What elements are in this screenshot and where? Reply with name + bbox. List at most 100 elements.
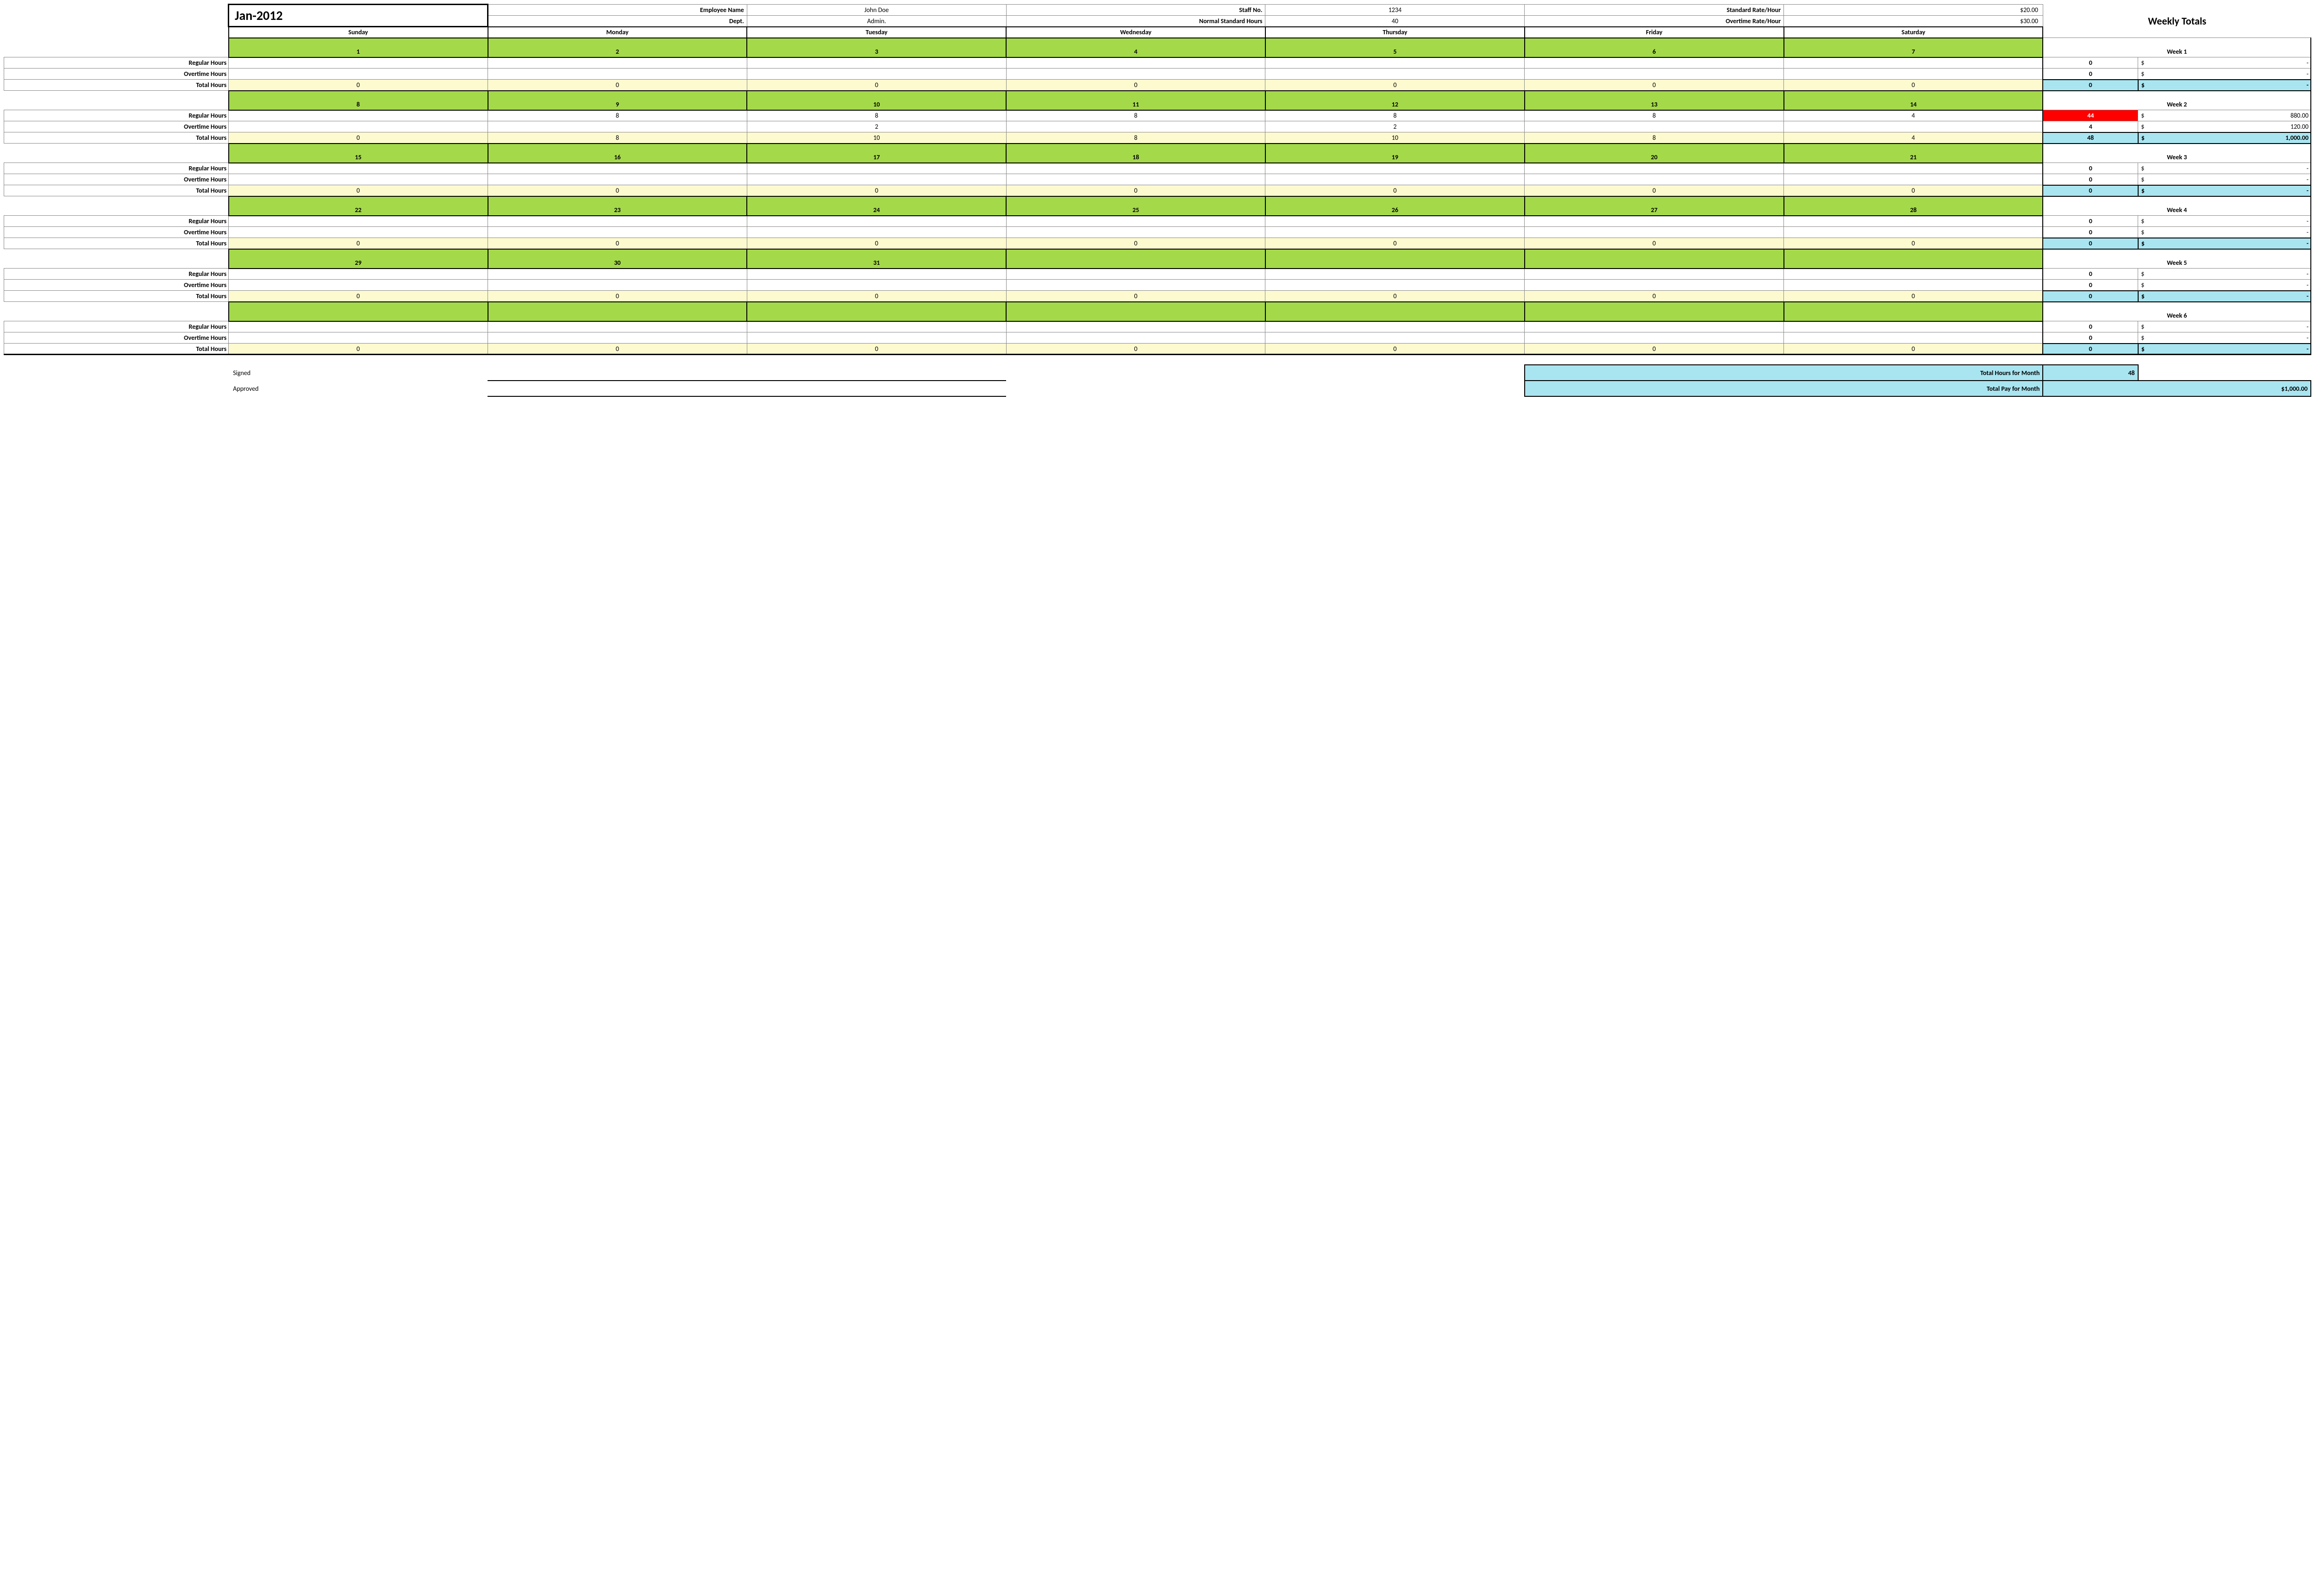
overtime-hours-cell[interactable]	[1265, 174, 1525, 185]
regular-hours-cell[interactable]	[747, 216, 1006, 227]
regular-hours-cell[interactable]	[488, 57, 747, 69]
week-overtime-hours: 0	[2043, 332, 2138, 344]
regular-hours-cell[interactable]	[1265, 321, 1525, 332]
overtime-hours-cell[interactable]	[488, 121, 747, 132]
overtime-hours-cell[interactable]	[488, 280, 747, 291]
regular-hours-cell[interactable]	[1265, 57, 1525, 69]
overtime-hours-cell[interactable]	[229, 174, 488, 185]
overtime-hours-cell[interactable]	[1784, 69, 2043, 80]
regular-hours-cell[interactable]	[1006, 57, 1265, 69]
overtime-hours-cell[interactable]	[747, 174, 1006, 185]
overtime-hours-cell[interactable]	[747, 332, 1006, 344]
regular-hours-cell[interactable]	[747, 57, 1006, 69]
regular-hours-cell[interactable]	[1006, 269, 1265, 280]
regular-hours-cell[interactable]	[488, 269, 747, 280]
date-cell: 4	[1006, 38, 1265, 57]
regular-hours-cell[interactable]	[229, 321, 488, 332]
norm-hrs[interactable]: 40	[1265, 16, 1525, 27]
date-cell: 5	[1265, 38, 1525, 57]
regular-hours-cell[interactable]	[1525, 321, 1784, 332]
regular-hours-cell[interactable]	[488, 163, 747, 174]
regular-hours-cell[interactable]: 8	[1525, 110, 1784, 121]
overtime-hours-cell[interactable]	[747, 69, 1006, 80]
regular-hours-cell[interactable]	[1525, 163, 1784, 174]
regular-hours-cell[interactable]	[1006, 163, 1265, 174]
overtime-hours-cell[interactable]	[1525, 227, 1784, 238]
regular-hours-cell[interactable]	[229, 216, 488, 227]
overtime-hours-cell[interactable]	[488, 332, 747, 344]
overtime-hours-cell[interactable]	[1525, 174, 1784, 185]
overtime-hours-cell[interactable]	[1525, 280, 1784, 291]
regular-hours-cell[interactable]	[1784, 216, 2043, 227]
regular-hours-cell[interactable]	[1784, 163, 2043, 174]
overtime-hours-cell[interactable]	[747, 280, 1006, 291]
overtime-hours-cell[interactable]	[229, 227, 488, 238]
signed-line[interactable]	[488, 365, 1006, 381]
overtime-hours-cell[interactable]	[747, 227, 1006, 238]
overtime-hours-cell[interactable]	[1265, 332, 1525, 344]
overtime-hours-label: Overtime Hours	[4, 280, 229, 291]
overtime-hours-cell[interactable]	[1006, 174, 1265, 185]
overtime-hours-cell[interactable]	[229, 121, 488, 132]
staff-no[interactable]: 1234	[1265, 5, 1525, 16]
overtime-hours-cell[interactable]	[1006, 227, 1265, 238]
regular-hours-cell[interactable]	[488, 321, 747, 332]
regular-hours-cell[interactable]	[488, 216, 747, 227]
std-rate[interactable]: $20.00	[1784, 5, 2043, 16]
regular-hours-cell[interactable]	[229, 269, 488, 280]
week-total-pay: $-	[2138, 185, 2311, 196]
regular-hours-cell[interactable]	[747, 163, 1006, 174]
regular-hours-cell[interactable]	[1006, 321, 1265, 332]
ot-rate[interactable]: $30.00	[1784, 16, 2043, 27]
regular-hours-cell[interactable]	[229, 110, 488, 121]
regular-hours-cell[interactable]	[747, 321, 1006, 332]
overtime-hours-cell[interactable]	[1265, 227, 1525, 238]
regular-hours-cell[interactable]	[1784, 57, 2043, 69]
regular-hours-cell[interactable]	[1265, 269, 1525, 280]
regular-hours-cell[interactable]	[1265, 163, 1525, 174]
overtime-hours-cell[interactable]	[488, 69, 747, 80]
regular-hours-cell[interactable]: 8	[1006, 110, 1265, 121]
regular-hours-cell[interactable]	[1265, 216, 1525, 227]
overtime-hours-cell[interactable]	[488, 227, 747, 238]
regular-hours-cell[interactable]: 8	[747, 110, 1006, 121]
regular-hours-cell[interactable]	[1525, 57, 1784, 69]
overtime-hours-cell[interactable]	[1784, 227, 2043, 238]
overtime-hours-cell[interactable]	[1006, 332, 1265, 344]
overtime-hours-cell[interactable]	[488, 174, 747, 185]
dept[interactable]: Admin.	[747, 16, 1006, 27]
overtime-hours-cell[interactable]	[1784, 174, 2043, 185]
overtime-hours-cell[interactable]	[1006, 121, 1265, 132]
overtime-hours-cell[interactable]: 2	[1265, 121, 1525, 132]
regular-hours-cell[interactable]	[1784, 269, 2043, 280]
week-total-pay: $-	[2138, 291, 2311, 302]
emp-name[interactable]: John Doe	[747, 5, 1006, 16]
overtime-hours-cell[interactable]	[229, 280, 488, 291]
regular-hours-cell[interactable]	[229, 57, 488, 69]
overtime-hours-cell[interactable]	[1784, 280, 2043, 291]
total-hours-cell: 0	[747, 80, 1006, 91]
regular-hours-cell[interactable]: 8	[1265, 110, 1525, 121]
regular-hours-cell[interactable]	[1006, 216, 1265, 227]
regular-hours-cell[interactable]	[1525, 216, 1784, 227]
overtime-hours-cell[interactable]	[1784, 332, 2043, 344]
overtime-hours-cell[interactable]: 2	[747, 121, 1006, 132]
overtime-hours-cell[interactable]	[1006, 69, 1265, 80]
total-hours-cell: 0	[1006, 238, 1265, 249]
overtime-hours-cell[interactable]	[1525, 69, 1784, 80]
overtime-hours-cell[interactable]	[1265, 69, 1525, 80]
overtime-hours-cell[interactable]	[1525, 332, 1784, 344]
regular-hours-cell[interactable]	[229, 163, 488, 174]
overtime-hours-cell[interactable]	[1525, 121, 1784, 132]
regular-hours-cell[interactable]	[1525, 269, 1784, 280]
regular-hours-cell[interactable]	[747, 269, 1006, 280]
overtime-hours-cell[interactable]	[1784, 121, 2043, 132]
overtime-hours-cell[interactable]	[229, 332, 488, 344]
regular-hours-cell[interactable]: 4	[1784, 110, 2043, 121]
regular-hours-cell[interactable]: 8	[488, 110, 747, 121]
regular-hours-cell[interactable]	[1784, 321, 2043, 332]
overtime-hours-cell[interactable]	[1006, 280, 1265, 291]
approved-line[interactable]	[488, 381, 1006, 396]
overtime-hours-cell[interactable]	[1265, 280, 1525, 291]
overtime-hours-cell[interactable]	[229, 69, 488, 80]
